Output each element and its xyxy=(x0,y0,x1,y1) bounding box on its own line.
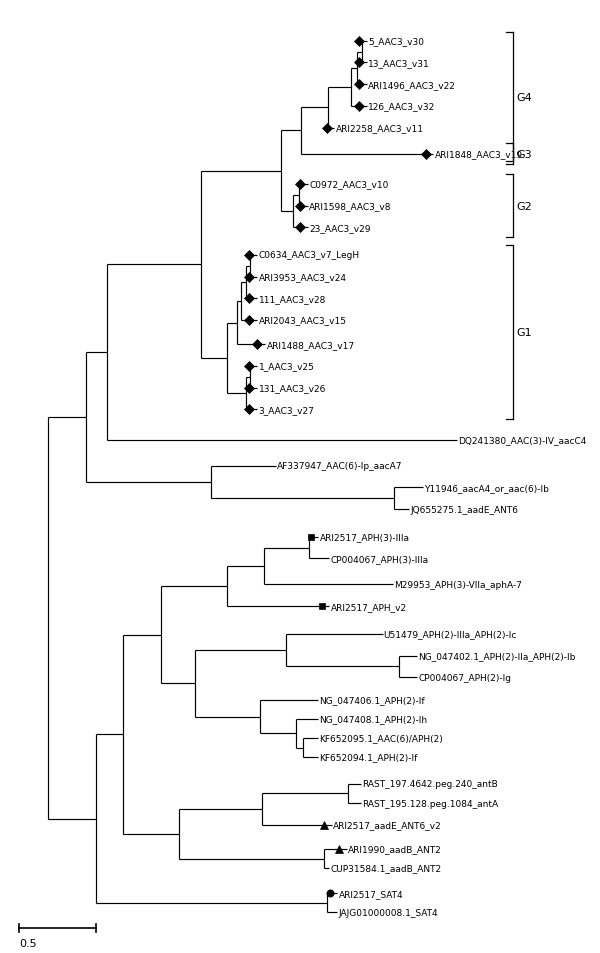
Text: ARI1598_AAC3_v8: ARI1598_AAC3_v8 xyxy=(309,202,392,211)
Text: KF652094.1_APH(2)-If: KF652094.1_APH(2)-If xyxy=(319,753,418,761)
Text: RAST_197.4642.peg.240_antB: RAST_197.4642.peg.240_antB xyxy=(362,780,498,789)
Text: 126_AAC3_v32: 126_AAC3_v32 xyxy=(368,102,436,112)
Text: G1: G1 xyxy=(517,328,532,337)
Text: 131_AAC3_v26: 131_AAC3_v26 xyxy=(259,384,326,393)
Text: C0634_AAC3_v7_LegH: C0634_AAC3_v7_LegH xyxy=(259,252,359,260)
Text: 23_AAC3_v29: 23_AAC3_v29 xyxy=(309,224,371,233)
Text: ARI2043_AAC3_v15: ARI2043_AAC3_v15 xyxy=(259,316,346,325)
Text: AF337947_AAC(6)-Ip_aacA7: AF337947_AAC(6)-Ip_aacA7 xyxy=(277,461,402,471)
Text: 1_AAC3_v25: 1_AAC3_v25 xyxy=(259,362,314,371)
Text: ARI2258_AAC3_v11: ARI2258_AAC3_v11 xyxy=(336,124,424,132)
Text: ARI1990_aadB_ANT2: ARI1990_aadB_ANT2 xyxy=(349,844,442,854)
Text: CP004067_APH(2)-Ig: CP004067_APH(2)-Ig xyxy=(418,673,511,682)
Text: ARI1848_AAC3_v19: ARI1848_AAC3_v19 xyxy=(435,150,523,159)
Text: JQ655275.1_aadE_ANT6: JQ655275.1_aadE_ANT6 xyxy=(410,505,518,514)
Text: ARI2517_aadE_ANT6_v2: ARI2517_aadE_ANT6_v2 xyxy=(334,821,442,829)
Text: ARI1496_AAC3_v22: ARI1496_AAC3_v22 xyxy=(368,81,456,90)
Text: DQ241380_AAC(3)-IV_aacC4: DQ241380_AAC(3)-IV_aacC4 xyxy=(458,436,587,445)
Text: NG_047408.1_APH(2)-Ih: NG_047408.1_APH(2)-Ih xyxy=(319,715,428,723)
Text: 3_AAC3_v27: 3_AAC3_v27 xyxy=(259,405,314,415)
Text: 13_AAC3_v31: 13_AAC3_v31 xyxy=(368,59,430,68)
Text: NG_047406.1_APH(2)-If: NG_047406.1_APH(2)-If xyxy=(319,696,425,704)
Text: G4: G4 xyxy=(517,92,533,103)
Text: ARI2517_SAT4: ARI2517_SAT4 xyxy=(338,889,403,898)
Text: C0972_AAC3_v10: C0972_AAC3_v10 xyxy=(309,180,389,190)
Text: CUP31584.1_aadB_ANT2: CUP31584.1_aadB_ANT2 xyxy=(330,863,441,873)
Text: ARI2517_APH_v2: ARI2517_APH_v2 xyxy=(331,602,407,611)
Text: 5_AAC3_v30: 5_AAC3_v30 xyxy=(368,37,424,47)
Text: ARI1488_AAC3_v17: ARI1488_AAC3_v17 xyxy=(266,340,355,350)
Text: G2: G2 xyxy=(517,201,533,212)
Text: Y11946_aacA4_or_aac(6)-Ib: Y11946_aacA4_or_aac(6)-Ib xyxy=(424,483,548,493)
Text: JAJG01000008.1_SAT4: JAJG01000008.1_SAT4 xyxy=(338,908,438,917)
Text: CP004067_APH(3)-IIIa: CP004067_APH(3)-IIIa xyxy=(330,555,428,563)
Text: 111_AAC3_v28: 111_AAC3_v28 xyxy=(259,294,326,303)
Text: 0.5: 0.5 xyxy=(19,939,37,948)
Text: KF652095.1_AAC(6)/APH(2): KF652095.1_AAC(6)/APH(2) xyxy=(319,734,443,742)
Text: RAST_195.128.peg.1084_antA: RAST_195.128.peg.1084_antA xyxy=(362,799,499,808)
Text: U51479_APH(2)-IIIa_APH(2)-Ic: U51479_APH(2)-IIIa_APH(2)-Ic xyxy=(383,630,517,639)
Text: G3: G3 xyxy=(517,150,532,159)
Text: NG_047402.1_APH(2)-IIa_APH(2)-Ib: NG_047402.1_APH(2)-IIa_APH(2)-Ib xyxy=(418,652,576,660)
Text: ARI3953_AAC3_v24: ARI3953_AAC3_v24 xyxy=(259,273,346,282)
Text: ARI2517_APH(3)-IIIa: ARI2517_APH(3)-IIIa xyxy=(320,533,410,541)
Text: M29953_APH(3)-VIIa_aphA-7: M29953_APH(3)-VIIa_aphA-7 xyxy=(394,580,522,589)
